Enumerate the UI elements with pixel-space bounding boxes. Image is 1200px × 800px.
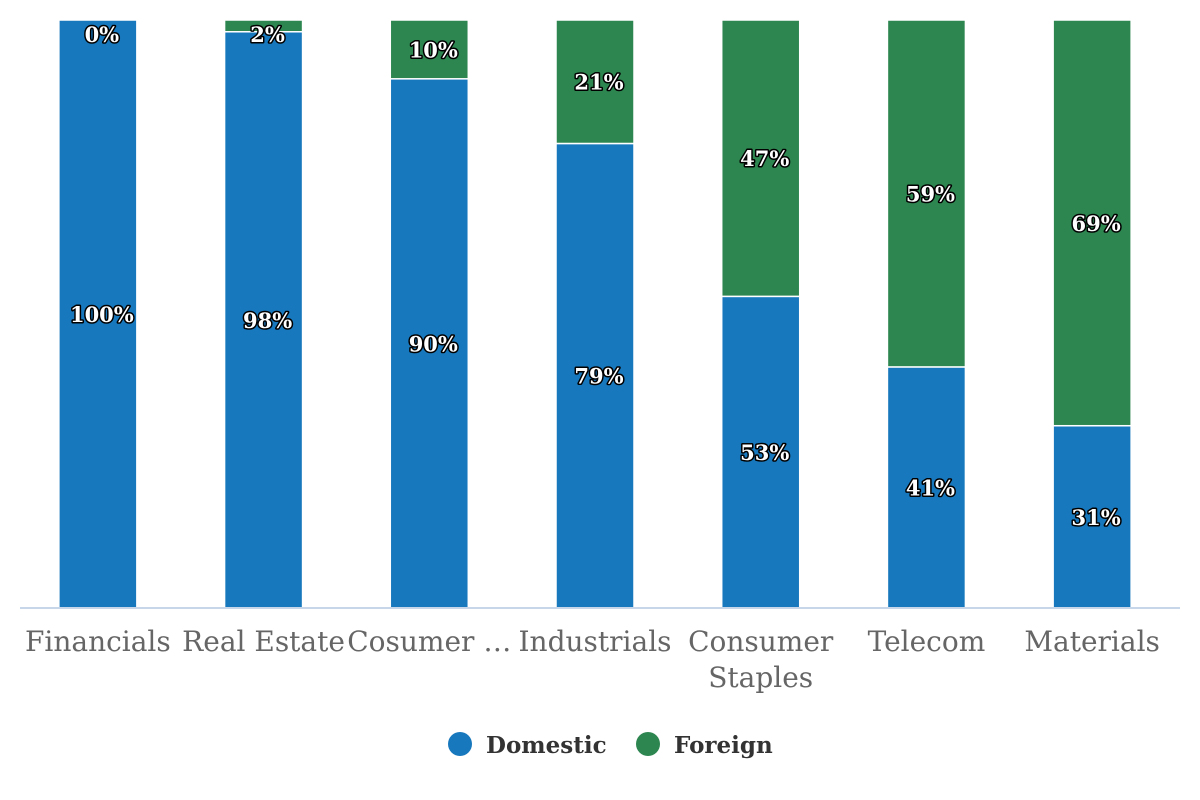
bar-domestic-telecom xyxy=(886,366,967,609)
legend-swatch-domestic xyxy=(448,732,472,756)
bar-domestic-financials xyxy=(58,19,138,609)
data-label-foreign-telecom: 59% xyxy=(906,181,955,206)
bar-domestic-consumer-staples xyxy=(720,295,801,609)
category-label-telecom: Telecom xyxy=(868,625,986,658)
bar-foreign-consumer-staples xyxy=(720,19,801,298)
data-label-domestic-cosumer: 90% xyxy=(409,331,458,356)
bars-layer xyxy=(58,19,1132,609)
legend-item-foreign[interactable]: Foreign xyxy=(636,732,773,759)
category-label-consumer-staples: Consumer Staples xyxy=(688,625,834,694)
legend-swatch-foreign xyxy=(636,732,660,756)
data-labels-layer: 100% 0% 98% 2% 90% 10% 79% 21% 53% 47% 41% 59% 31% 69… xyxy=(68,21,1122,532)
data-label-foreign-financials: 0% xyxy=(85,22,120,47)
bar-foreign-telecom xyxy=(886,19,967,368)
legend-label-domestic: Domestic xyxy=(486,732,607,759)
data-label-domestic-financials: 100% xyxy=(70,302,134,327)
category-label-cosumer: Cosumer … xyxy=(347,625,511,658)
bar-foreign-cosumer xyxy=(389,19,470,80)
category-label-industrials: Industrials xyxy=(518,625,671,658)
legend: Domestic Foreign xyxy=(448,732,773,759)
data-label-domestic-industrials: 79% xyxy=(574,364,623,389)
data-label-foreign-cosumer: 10% xyxy=(409,37,458,62)
data-label-domestic-real-estate: 98% xyxy=(243,308,292,333)
bar-foreign-industrials xyxy=(555,19,635,145)
data-label-domestic-materials: 31% xyxy=(1072,505,1121,530)
bar-foreign-materials xyxy=(1052,19,1132,427)
data-label-foreign-consumer-staples: 47% xyxy=(740,146,789,171)
data-label-foreign-real-estate: 2% xyxy=(250,22,285,47)
legend-item-domestic[interactable]: Domestic xyxy=(448,732,607,759)
data-label-domestic-telecom: 41% xyxy=(906,475,955,500)
bar-domestic-cosumer xyxy=(389,78,470,609)
category-label-financials: Financials xyxy=(25,625,171,658)
category-label-materials: Materials xyxy=(1024,625,1160,658)
bar-domestic-real-estate xyxy=(223,31,304,609)
data-label-domestic-consumer-staples: 53% xyxy=(740,440,789,465)
data-label-foreign-materials: 69% xyxy=(1072,211,1121,236)
bar-foreign-real-estate xyxy=(223,19,304,33)
data-label-foreign-industrials: 21% xyxy=(574,70,623,95)
legend-label-foreign: Foreign xyxy=(674,732,773,759)
bar-domestic-materials xyxy=(1052,424,1132,609)
category-labels-layer: Financials Real Estate Cosumer … Industrial… xyxy=(25,625,1160,694)
category-label-real-estate: Real Estate xyxy=(182,625,345,658)
